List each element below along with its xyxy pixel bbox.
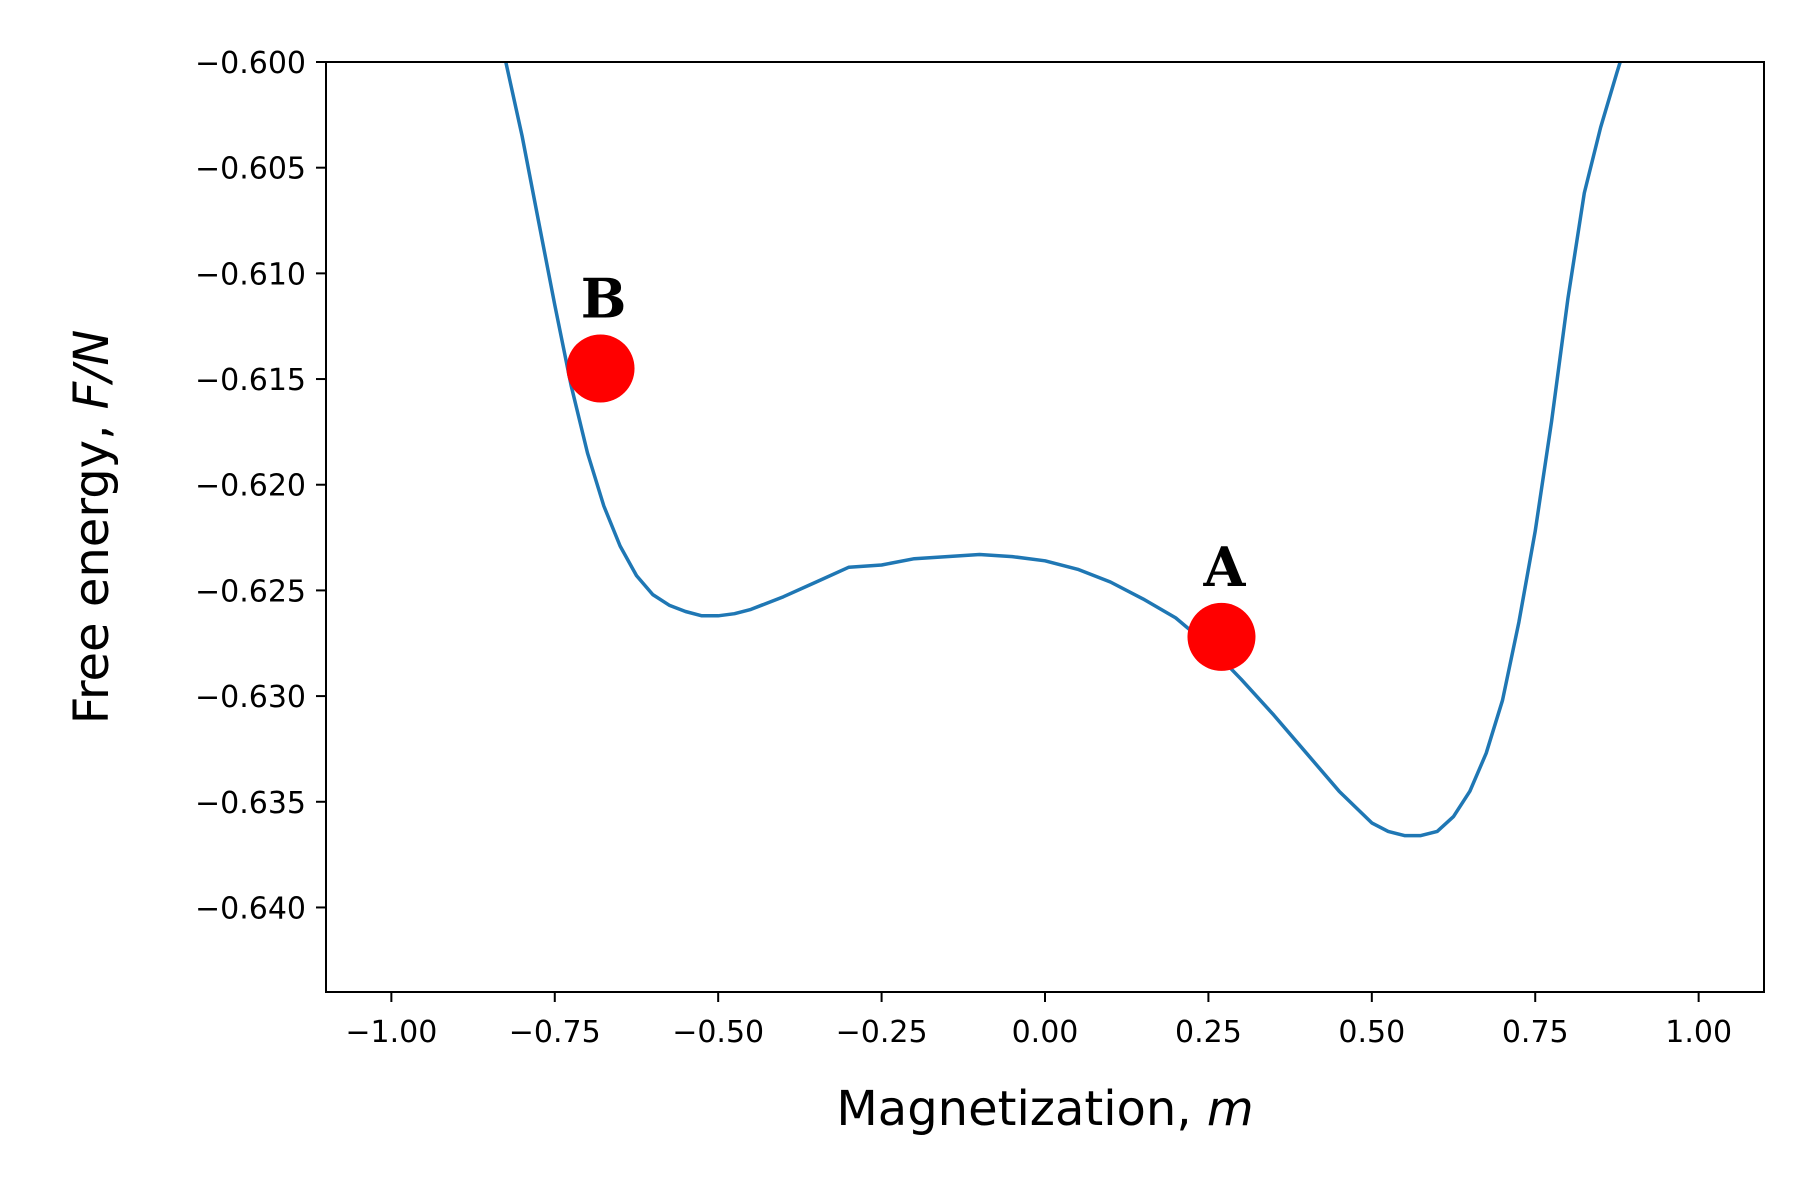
x-tick-label: 0.75 bbox=[1502, 1015, 1569, 1050]
y-axis-label: Free energy, F/N bbox=[64, 330, 120, 725]
x-tick-label: −1.00 bbox=[345, 1015, 437, 1050]
y-tick-label: −0.625 bbox=[195, 574, 306, 609]
y-tick-label: −0.620 bbox=[195, 469, 306, 504]
x-axis-label: Magnetization, m bbox=[836, 1081, 1253, 1137]
plot-area bbox=[325, 61, 1765, 993]
y-tick-label: −0.635 bbox=[195, 786, 306, 821]
x-axis-label-text: Magnetization, bbox=[836, 1081, 1206, 1137]
x-tick-label: −0.50 bbox=[672, 1015, 764, 1050]
y-tick-label: −0.610 bbox=[195, 257, 306, 292]
y-axis-label-var: F/N bbox=[64, 330, 120, 410]
point-label-A: A bbox=[1203, 535, 1247, 599]
series-line-free-energy bbox=[504, 62, 1622, 838]
x-tick-label: 0.00 bbox=[1012, 1015, 1079, 1050]
y-tick-label: −0.615 bbox=[195, 363, 306, 398]
x-tick-label: −0.25 bbox=[836, 1015, 928, 1050]
x-tick-label: 0.25 bbox=[1175, 1015, 1242, 1050]
x-tick-label: −0.75 bbox=[509, 1015, 601, 1050]
point-label-B: B bbox=[581, 266, 627, 330]
point-marker-B bbox=[566, 334, 635, 403]
plot-frame bbox=[325, 61, 1765, 993]
y-tick-label: −0.640 bbox=[195, 891, 306, 926]
marked-points: AB bbox=[566, 266, 1256, 671]
y-axis-ticks: −0.600 −0.605 −0.610 −0.615 −0.620 −0.625 −0.6… bbox=[195, 46, 326, 926]
x-axis-ticks: −1.00 −0.75 −0.50 −0.25 0.00 0.25 0.50 0.75 1.00 bbox=[345, 992, 1732, 1050]
y-axis-label-text: Free energy, bbox=[64, 409, 120, 724]
x-tick-label: 1.00 bbox=[1665, 1015, 1732, 1050]
y-tick-label: −0.605 bbox=[195, 152, 306, 187]
y-tick-label: −0.600 bbox=[195, 46, 306, 81]
x-tick-label: 0.50 bbox=[1338, 1015, 1405, 1050]
y-tick-label: −0.630 bbox=[195, 680, 306, 715]
point-marker-A bbox=[1187, 602, 1256, 671]
x-axis-label-var: m bbox=[1207, 1081, 1254, 1137]
